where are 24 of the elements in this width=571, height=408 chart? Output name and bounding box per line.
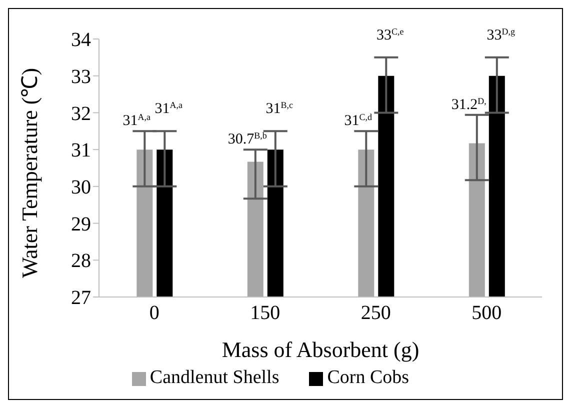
x-tick-label: 250 — [360, 302, 391, 324]
y-axis-title: Water Temperature (℃) — [16, 68, 42, 278]
x-tick-label: 0 — [149, 302, 160, 324]
x-tick-label: 150 — [250, 302, 280, 324]
x-tick-label: 500 — [472, 302, 502, 324]
y-tick-label: 30 — [71, 176, 91, 199]
data-label: 31.2$^{D,}$ — [451, 96, 486, 113]
data-label: 31$^{A,a}$ — [154, 100, 183, 118]
y-tick-label: 27 — [71, 287, 91, 310]
y-tick-label: 28 — [71, 250, 91, 272]
data-label: 33$^{D,g}$ — [486, 26, 516, 44]
y-tick-label: 31 — [71, 140, 91, 162]
legend-label: Candlenut Shells — [150, 367, 280, 388]
y-tick-label: 33 — [71, 66, 91, 88]
data-label: 30.7$^{B,b}$ — [228, 130, 268, 148]
data-label: 31$^{C,d}$ — [344, 112, 373, 130]
legend-label: Corn Cobs — [327, 367, 410, 388]
y-tick-label: 29 — [71, 213, 91, 236]
data-label: 31$^{B,c}$ — [266, 100, 294, 118]
data-label: 31$^{A,a}$ — [122, 112, 151, 130]
y-tick-label: 32 — [71, 102, 91, 125]
data-label: 33$^{C,e}$ — [376, 26, 404, 44]
x-axis-title: Mass of Absorbent (g) — [222, 337, 420, 362]
y-tick-label: 34 — [71, 29, 91, 52]
